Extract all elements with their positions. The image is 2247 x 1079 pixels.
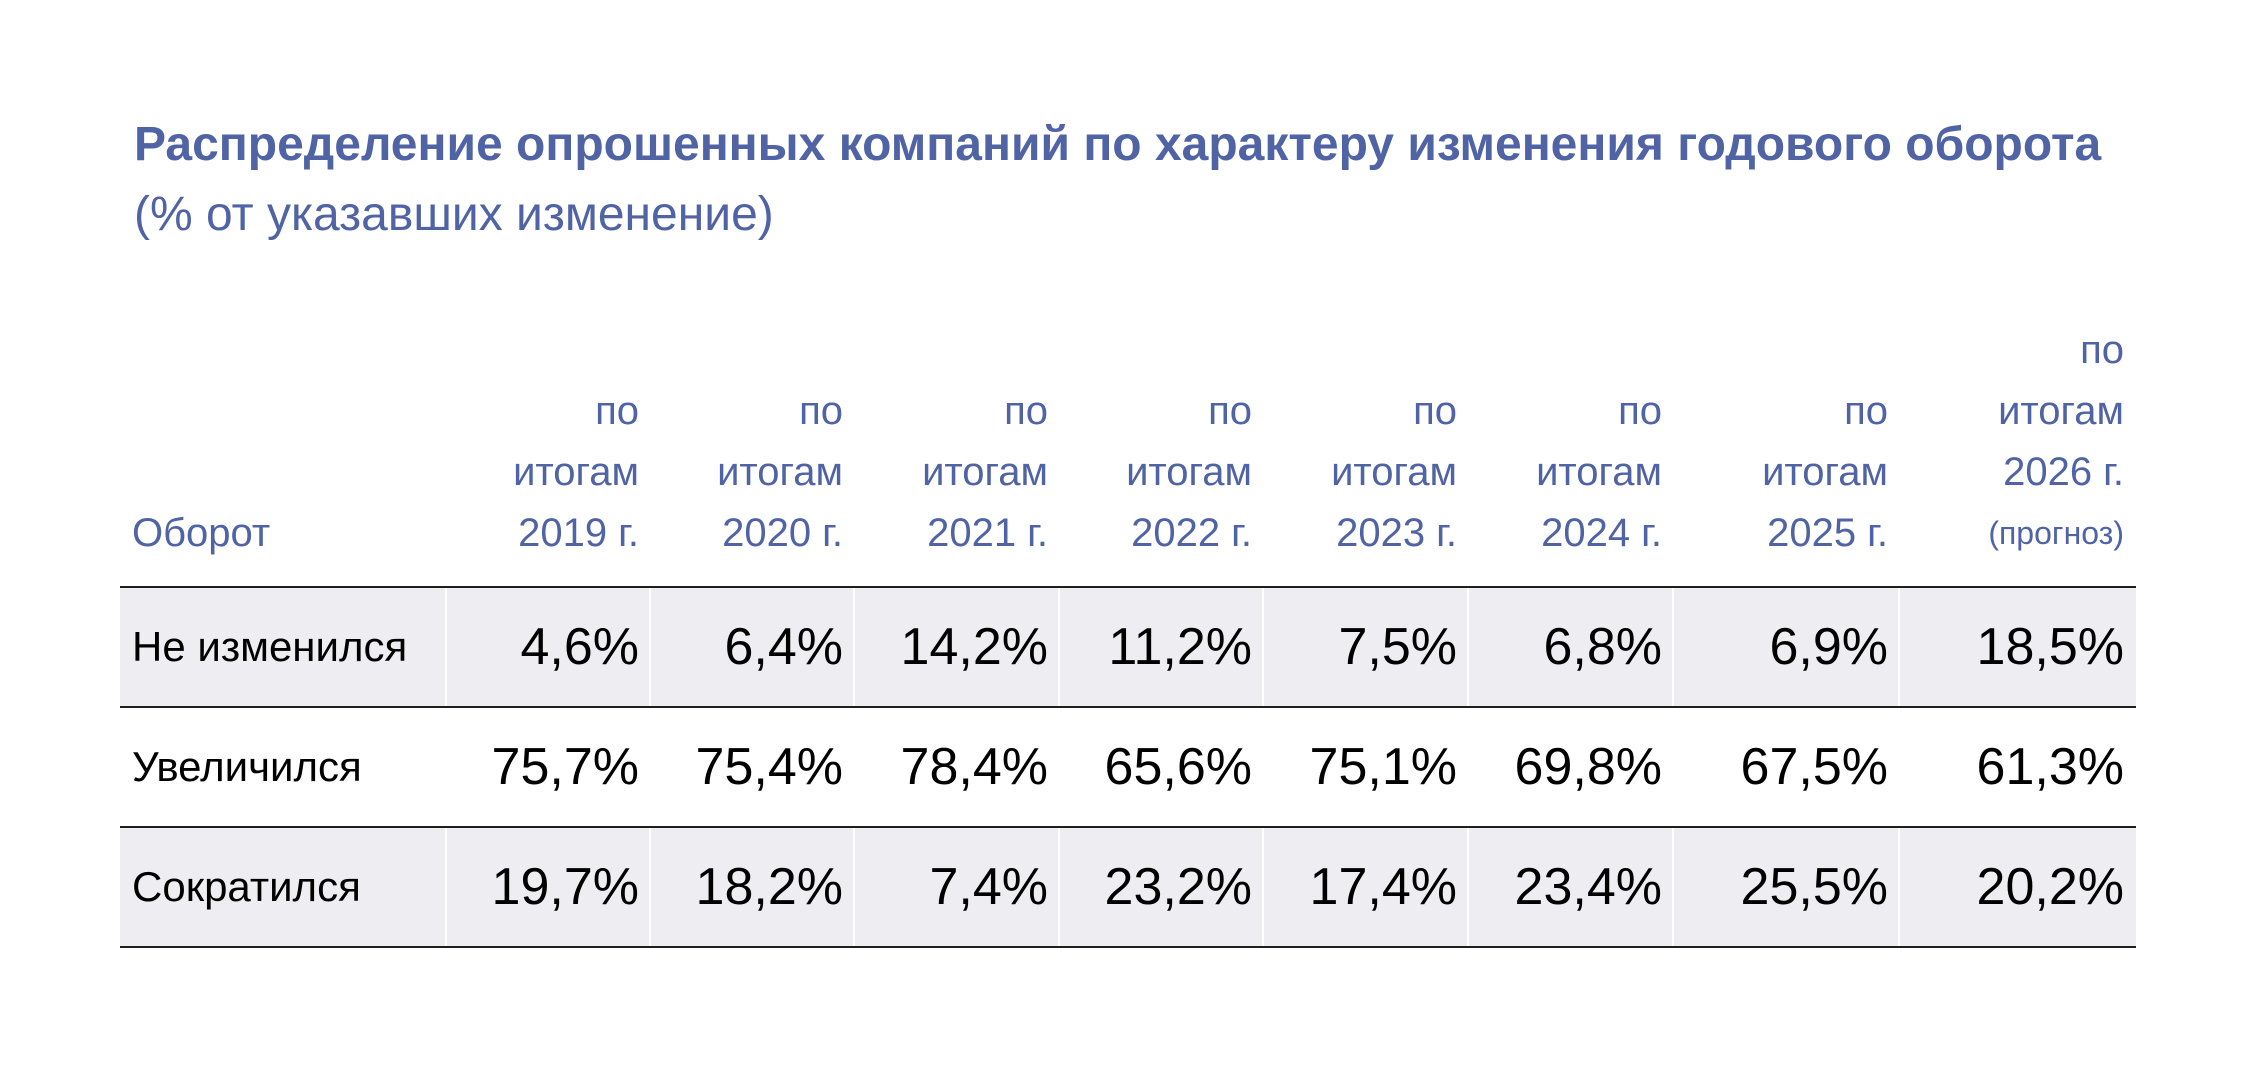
column-header-year: 2024 г. [1541,511,1662,555]
column-header-line: по [1618,389,1662,433]
column-header-line: по [1413,389,1457,433]
table-cell: 17,4% [1264,827,1469,948]
column-header-year: 2021 г. [927,511,1048,555]
table-cell: 75,4% [651,707,855,828]
column-header-line: по [1004,389,1048,433]
column-header-line: итогам [1762,450,1888,494]
column-header-forecast-note: (прогноз) [1988,515,2124,551]
column-header-year: 2026 г. [2003,450,2124,494]
header-row: Оборот по итогам 2019 г. по итогам 2020 … [120,320,2136,588]
table-cell: 6,9% [1674,587,1900,708]
table-cell: 18,5% [1900,587,2136,708]
table-cell: 75,1% [1264,707,1469,828]
table-cell: 6,4% [651,587,855,708]
column-header-line: итогам [1126,450,1252,494]
slide-title: Распределение опрошенных компаний по хар… [134,110,2134,250]
table-cell: 23,4% [1469,827,1674,948]
table-cell: 18,2% [651,827,855,948]
column-header-line: итогам [513,450,639,494]
table-cell: 78,4% [855,707,1060,828]
table-cell: 6,8% [1469,587,1674,708]
column-header-line: итогам [717,450,843,494]
column-header-2022: по итогам 2022 г. [1060,320,1264,588]
column-header-2019: по итогам 2019 г. [447,320,651,588]
table-cell: 69,8% [1469,707,1674,828]
title-bold-part: Распределение опрошенных компаний по хар… [134,118,2102,171]
table-cell: 67,5% [1674,707,1900,828]
table-cell: 25,5% [1674,827,1900,948]
table-body: Не изменился 4,6% 6,4% 14,2% 11,2% 7,5% … [120,587,2136,948]
column-header-year: 2025 г. [1767,511,1888,555]
row-label: Увеличился [120,707,447,828]
title-normal-part: (% от указавших изменение) [134,188,774,241]
column-header-year: 2019 г. [518,511,639,555]
table-cell: 65,6% [1060,707,1264,828]
column-header-year: 2020 г. [722,511,843,555]
column-header-line: итогам [1331,450,1457,494]
column-header-2020: по итогам 2020 г. [651,320,855,588]
row-label: Не изменился [120,587,447,708]
table-cell: 7,4% [855,827,1060,948]
turnover-table: Оборот по итогам 2019 г. по итогам 2020 … [120,320,2136,948]
column-header-line: по [1844,389,1888,433]
table-row-unchanged: Не изменился 4,6% 6,4% 14,2% 11,2% 7,5% … [120,587,2136,708]
table-cell: 11,2% [1060,587,1264,708]
table-cell: 14,2% [855,587,1060,708]
table-cell: 20,2% [1900,827,2136,948]
column-header-2026-forecast: по итогам 2026 г. (прогноз) [1900,320,2136,588]
table-header: Оборот по итогам 2019 г. по итогам 2020 … [120,320,2136,588]
column-header-2025: по итогам 2025 г. [1674,320,1900,588]
table-cell: 61,3% [1900,707,2136,828]
table-cell: 4,6% [447,587,651,708]
column-header-2023: по итогам 2023 г. [1264,320,1469,588]
column-header-line: итогам [1536,450,1662,494]
table-row-decreased: Сократился 19,7% 18,2% 7,4% 23,2% 17,4% … [120,827,2136,948]
column-header-2021: по итогам 2021 г. [855,320,1060,588]
column-header-line: по [595,389,639,433]
column-header-line: итогам [922,450,1048,494]
table-cell: 19,7% [447,827,651,948]
column-header-line: по [1208,389,1252,433]
table-cell: 23,2% [1060,827,1264,948]
column-header-2024: по итогам 2024 г. [1469,320,1674,588]
column-header-year: 2023 г. [1336,511,1457,555]
table-cell: 75,7% [447,707,651,828]
column-header-line: итогам [1998,389,2124,433]
column-header-line: по [2080,328,2124,372]
column-header-line: по [799,389,843,433]
table-cell: 7,5% [1264,587,1469,708]
column-header-turnover: Оборот [120,320,447,588]
row-label: Сократился [120,827,447,948]
table-row-increased: Увеличился 75,7% 75,4% 78,4% 65,6% 75,1%… [120,707,2136,828]
column-header-year: 2022 г. [1131,511,1252,555]
